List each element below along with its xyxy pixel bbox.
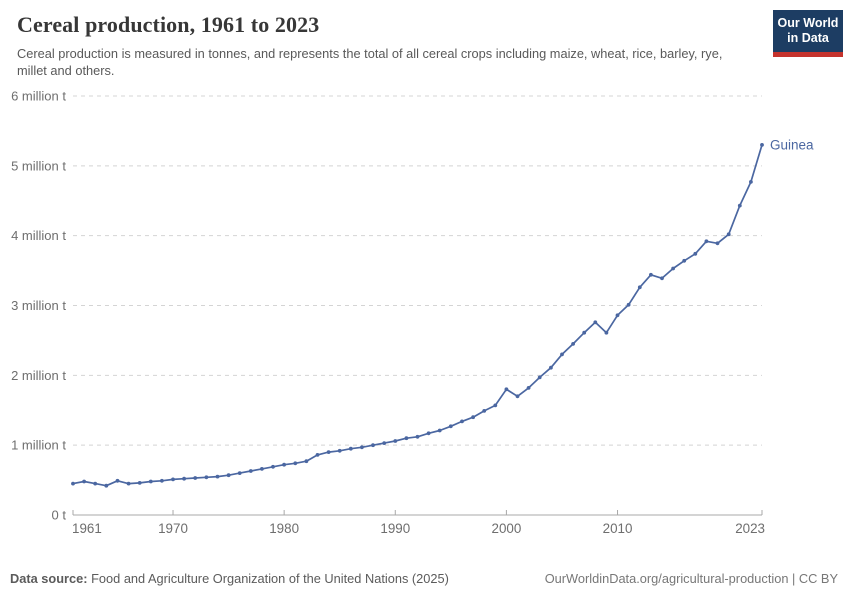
data-point[interactable]: [437, 428, 442, 433]
data-point[interactable]: [115, 479, 120, 483]
data-point[interactable]: [171, 477, 175, 482]
data-point[interactable]: [493, 403, 498, 408]
chart-subtitle: Cereal production is measured in tonnes,…: [17, 46, 723, 79]
y-axis-tick-label: 1 million t: [11, 438, 66, 453]
y-axis-tick-label: 2 million t: [11, 368, 66, 383]
data-point[interactable]: [749, 180, 753, 185]
series-end-label: Guinea: [770, 138, 814, 153]
y-axis-tick-label: 3 million t: [11, 298, 66, 313]
data-point[interactable]: [137, 481, 142, 486]
data-point[interactable]: [393, 439, 398, 444]
data-point[interactable]: [182, 477, 187, 481]
data-point[interactable]: [760, 143, 764, 148]
data-point[interactable]: [715, 241, 720, 246]
chart-footer: Data source: Food and Agriculture Organi…: [0, 565, 850, 600]
x-axis-tick-label: 2023: [735, 521, 765, 536]
line-chart-canvas: 0 t 1 million t 2 million t 3 million t 4 mi…: [0, 79, 850, 539]
y-axis-tick-label: 6 million t: [11, 89, 66, 104]
data-point[interactable]: [193, 476, 198, 481]
data-point[interactable]: [237, 471, 242, 476]
chart-title: Cereal production, 1961 to 2023: [17, 12, 320, 37]
data-point[interactable]: [126, 481, 131, 486]
data-point[interactable]: [326, 450, 331, 455]
series-line: [72, 144, 763, 487]
data-point[interactable]: [704, 239, 709, 244]
owid-logo[interactable]: Our World in Data: [773, 10, 843, 57]
data-point[interactable]: [204, 475, 209, 480]
data-point[interactable]: [660, 276, 664, 281]
data-source: Data source: Food and Agriculture Organi…: [10, 571, 449, 586]
data-point[interactable]: [160, 479, 164, 483]
data-point[interactable]: [371, 443, 375, 448]
data-point[interactable]: [282, 463, 286, 467]
data-point[interactable]: [571, 342, 575, 347]
data-point[interactable]: [271, 465, 275, 469]
x-axis-tick-label: 1970: [158, 521, 188, 536]
y-axis-tick-label: 4 million t: [11, 228, 66, 243]
data-point[interactable]: [504, 387, 509, 392]
owid-url-link[interactable]: OurWorldinData.org/agricultural-producti…: [544, 571, 789, 586]
data-point[interactable]: [593, 320, 598, 325]
x-axis-tick-label: 1961: [72, 521, 102, 536]
data-source-label: Data source:: [10, 571, 88, 586]
data-point[interactable]: [104, 484, 109, 488]
license-label: CC BY: [798, 571, 838, 586]
data-point[interactable]: [248, 469, 253, 474]
data-point[interactable]: [93, 481, 98, 486]
data-point[interactable]: [626, 303, 631, 307]
owid-logo-line2: in Data: [787, 31, 829, 46]
data-point[interactable]: [315, 453, 320, 458]
data-point[interactable]: [637, 285, 642, 290]
data-point[interactable]: [148, 479, 153, 484]
data-point[interactable]: [215, 474, 220, 479]
data-point[interactable]: [737, 203, 742, 208]
data-point[interactable]: [537, 375, 542, 380]
data-point[interactable]: [404, 436, 409, 441]
y-axis-tick-label: 5 million t: [11, 159, 66, 174]
data-point[interactable]: [726, 232, 731, 237]
data-point[interactable]: [482, 409, 487, 414]
data-point[interactable]: [693, 252, 698, 256]
data-point[interactable]: [382, 441, 387, 446]
data-point[interactable]: [337, 449, 342, 453]
data-point[interactable]: [615, 313, 620, 318]
x-axis-tick-label: 1990: [380, 521, 410, 536]
data-point[interactable]: [549, 366, 553, 370]
data-point[interactable]: [471, 415, 475, 420]
data-point[interactable]: [460, 419, 464, 424]
owid-logo-line1: Our World: [777, 16, 839, 30]
data-point[interactable]: [582, 331, 587, 335]
data-point[interactable]: [526, 386, 531, 391]
data-point[interactable]: [682, 259, 687, 263]
data-point[interactable]: [671, 266, 675, 271]
line-chart-svg: 0 t 1 million t 2 million t 3 million t 4 mi…: [11, 89, 814, 537]
data-point[interactable]: [226, 473, 231, 478]
data-point[interactable]: [649, 273, 653, 277]
data-point[interactable]: [448, 424, 453, 429]
data-point[interactable]: [604, 331, 609, 335]
data-point[interactable]: [304, 459, 309, 464]
data-point[interactable]: [293, 461, 298, 466]
data-point[interactable]: [415, 435, 420, 439]
data-source-text: Food and Agriculture Organization of the…: [91, 571, 449, 586]
data-point[interactable]: [560, 352, 564, 357]
data-point[interactable]: [426, 431, 431, 436]
data-point[interactable]: [71, 481, 75, 486]
data-point[interactable]: [360, 445, 364, 450]
chart-header: Cereal production, 1961 to 2023 Cereal p…: [0, 0, 850, 79]
footer-separator: |: [788, 571, 799, 586]
x-axis-tick-label: 1980: [269, 521, 299, 536]
y-axis-tick-label: 0 t: [52, 508, 67, 523]
data-point[interactable]: [515, 394, 520, 399]
x-axis-tick-label: 2000: [492, 521, 522, 536]
data-point[interactable]: [82, 479, 86, 484]
x-axis-tick-label: 2010: [603, 521, 633, 536]
data-point[interactable]: [348, 447, 353, 451]
data-point[interactable]: [260, 467, 264, 472]
footer-credit: OurWorldinData.org/agricultural-producti…: [545, 571, 838, 586]
